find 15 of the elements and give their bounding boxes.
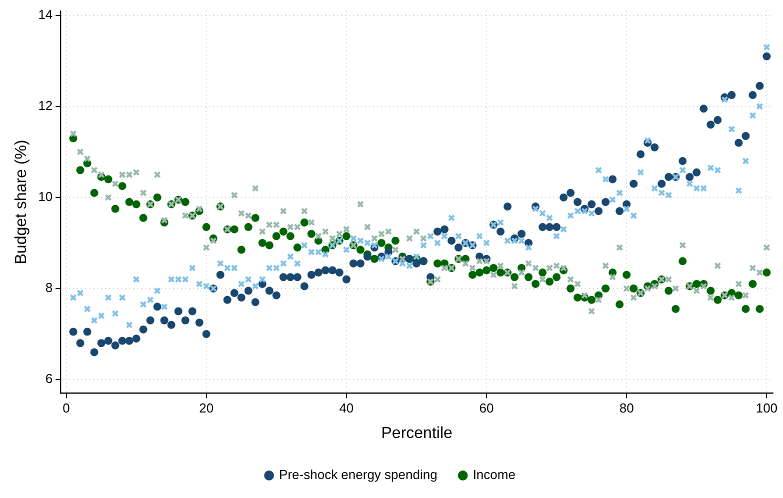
x-tick-label: 20: [199, 400, 214, 416]
y-tick-label: 12: [38, 98, 53, 113]
y-axis-title: Budget share (%): [13, 140, 30, 264]
x-axis-title: Percentile: [381, 424, 452, 442]
x-tick-label: 80: [619, 400, 634, 416]
x-tick-label: 100: [756, 400, 778, 416]
x-tick-label: 40: [339, 400, 354, 416]
y-tick-label: 10: [38, 189, 53, 204]
y-tick-label: 8: [45, 280, 53, 296]
x-tick-label: 60: [479, 400, 494, 416]
y-tick-label: 6: [45, 371, 53, 386]
x-tick-label: 0: [62, 400, 70, 416]
y-tick-label: 14: [38, 6, 53, 22]
legend-label: Pre-shock energy spending: [279, 467, 438, 482]
legend-label: Income: [472, 467, 516, 482]
